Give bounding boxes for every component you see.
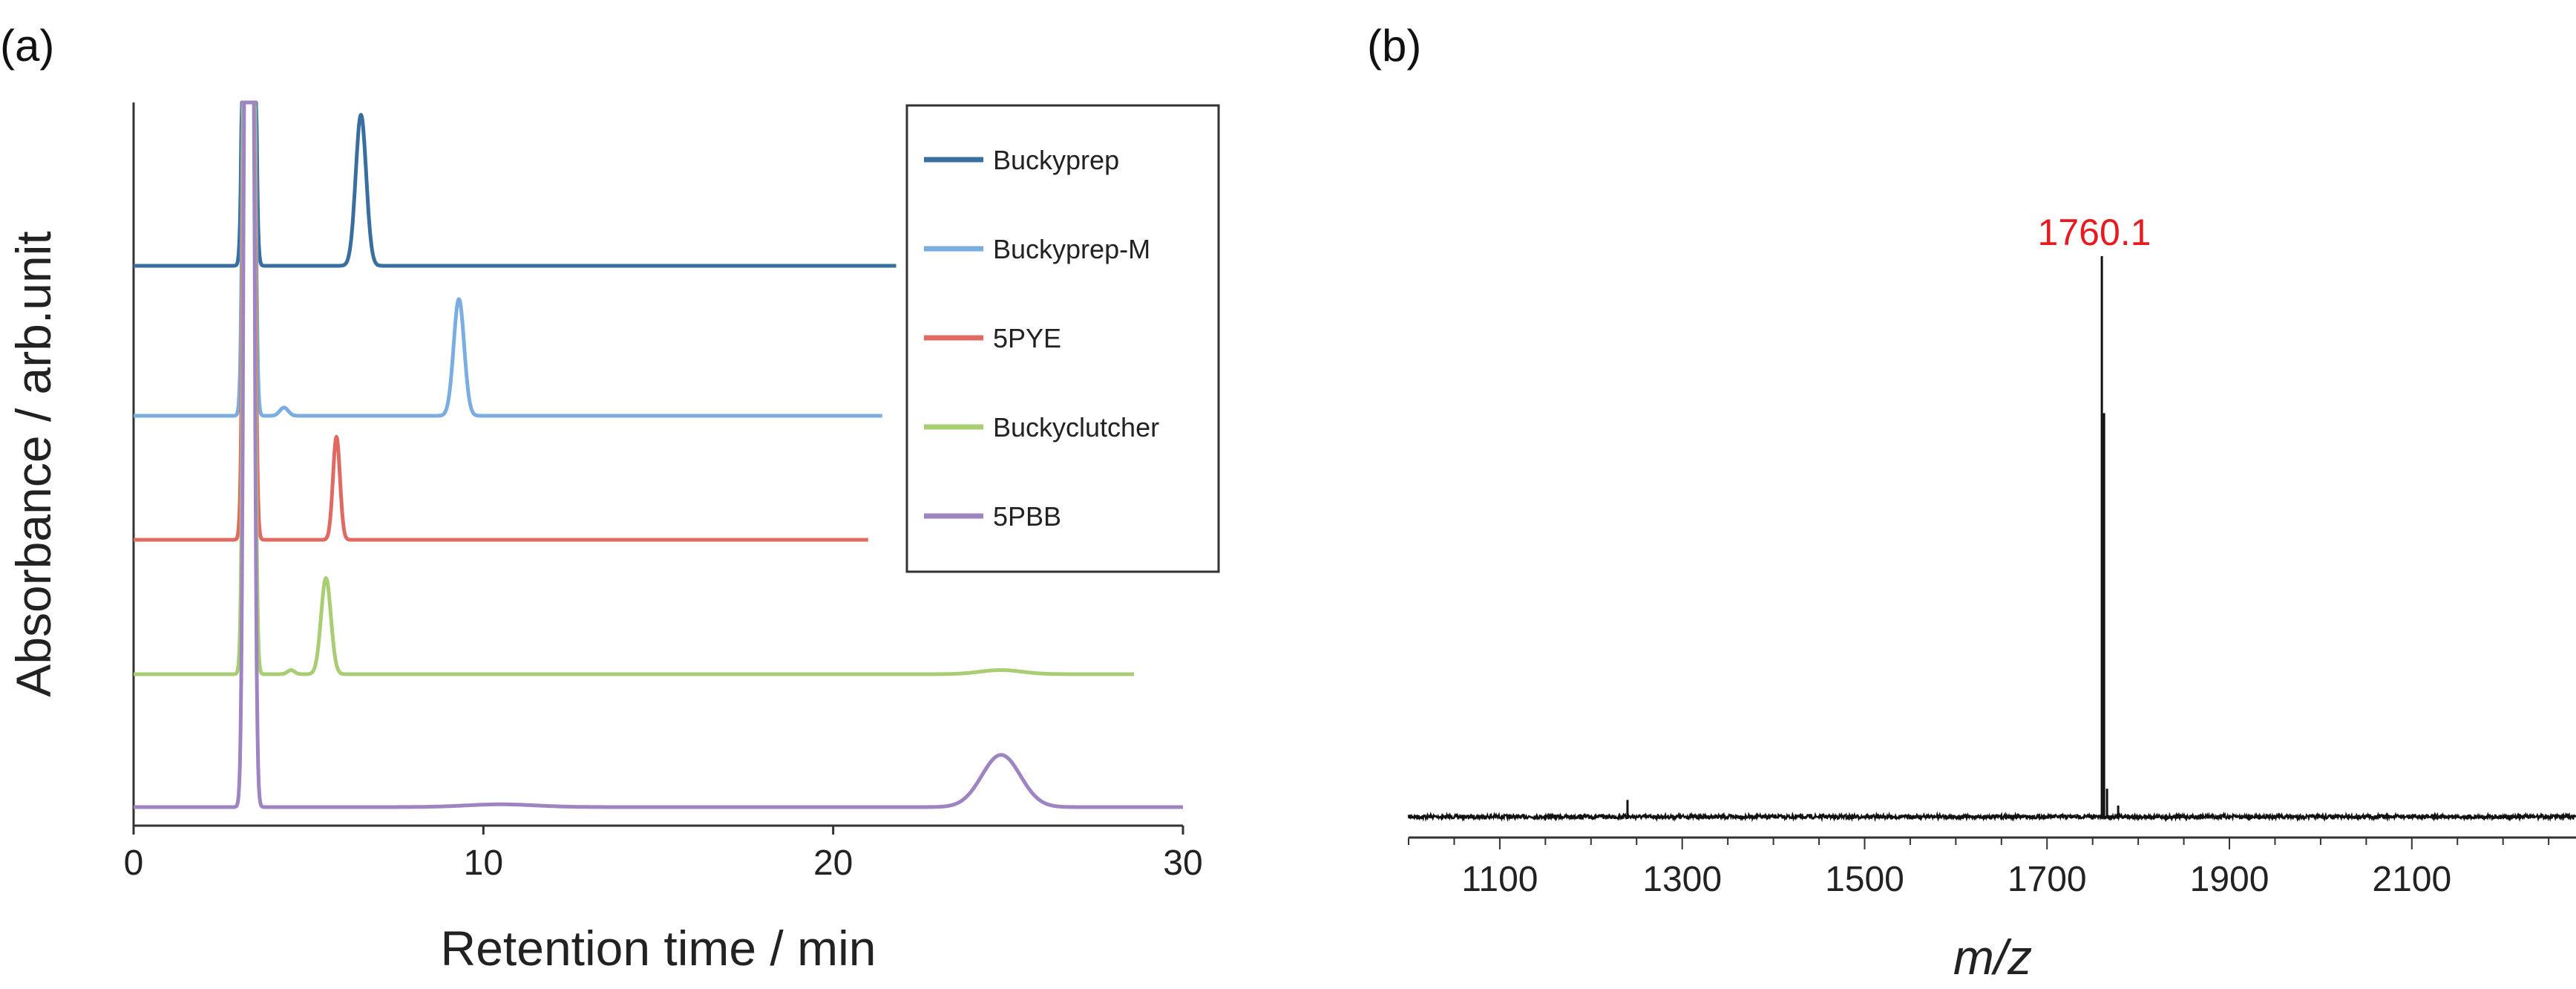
legend-label: Buckyprep-M: [993, 234, 1150, 264]
panel-a-legend-entries: Buckyprep Buckyprep-M 5PYE Buckyclutcher 5PB…: [924, 145, 1159, 532]
panel-b-x-tick-label: 1500: [1825, 860, 1904, 899]
panel-b-x-tick-label: 2100: [2372, 860, 2451, 899]
series-line-buckyprep: [132, 100, 898, 268]
legend-label: Buckyclutcher: [993, 412, 1159, 443]
panel-b-series: [1407, 256, 2576, 823]
panel-a-x-label: Retention time / min: [441, 921, 876, 976]
panel-a-x-tick-label: 20: [813, 843, 853, 883]
panel-a-y-label: Absorbance / arb.unit: [6, 231, 61, 696]
panel-a-x-tick-label: 0: [124, 843, 144, 883]
panel-b-peak-annotation: 1760.1: [2038, 212, 2151, 253]
panel-a-series: [132, 100, 1184, 809]
legend-label: 5PYE: [993, 323, 1061, 353]
panel-b-x-tick-label: 1900: [2190, 860, 2269, 899]
panel-b-x-label: m/z: [1953, 930, 2032, 985]
panel-a-axes: [132, 102, 1183, 827]
panel-b-x-tick-label: 1300: [1642, 860, 1722, 899]
panel-a-x-tick-label: 30: [1163, 843, 1202, 883]
panel-a-label: (a): [0, 21, 54, 71]
legend-label: Buckyprep: [993, 145, 1119, 175]
panel-b-baseline: [1407, 811, 2576, 823]
panel-a-x-tick-label: 10: [464, 843, 503, 883]
series-line-buckyclutcher: [132, 100, 1135, 676]
panel-b-x-tick-label: 1700: [2008, 860, 2087, 899]
legend-label: 5PBB: [993, 501, 1061, 532]
series-line-5pbb: [132, 100, 1184, 809]
panel-a-ticks: 0 10 20 30: [124, 826, 1203, 883]
panel-b-ticks: 1100 1300 1500 1700 1900 2100: [1408, 838, 2550, 899]
series-line-buckyprep-m: [132, 100, 884, 418]
panel-b-label: (b): [1367, 21, 1421, 71]
panel-b-x-tick-label: 1100: [1461, 860, 1538, 899]
